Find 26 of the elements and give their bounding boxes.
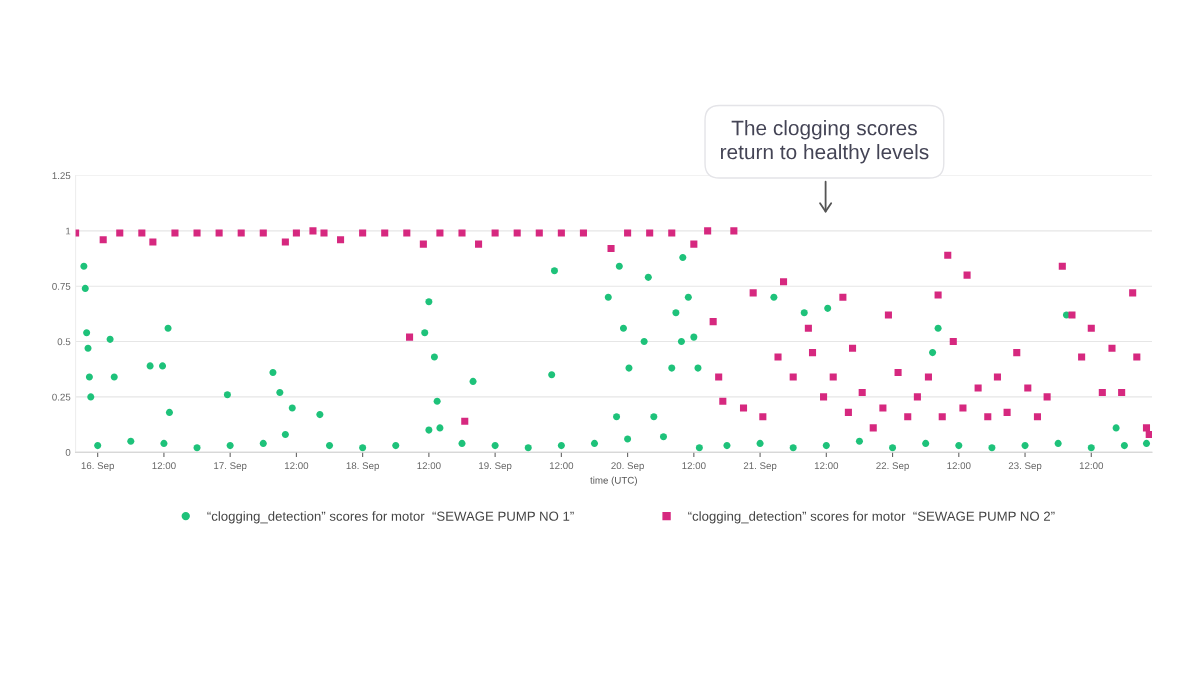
x-tick-label: 12:00 — [152, 462, 176, 470]
x-tick-label: 12:00 — [417, 462, 441, 470]
y-tick-label: 0.5 — [57, 338, 71, 346]
x-tick-label: 12:00 — [1079, 462, 1104, 470]
y-tick-label: 1.25 — [52, 172, 71, 180]
y-tick-label: 1 — [66, 227, 71, 235]
x-tick-label: 12:00 — [814, 462, 839, 470]
x-tick-label: 18. Sep — [346, 462, 379, 472]
x-axis-title: time (UTC) — [590, 476, 637, 486]
x-tick-label: 17. Sep — [214, 462, 247, 472]
x-tick-label: 19. Sep — [479, 462, 512, 472]
x-tick-label: 12:00 — [549, 462, 574, 470]
x-tick-label: 20. Sep — [611, 462, 644, 472]
y-tick-label: 0 — [65, 448, 71, 456]
x-tick-label: 16. Sep — [81, 462, 115, 472]
text: The clogging scores return to healthy levels — [720, 120, 929, 164]
x-tick-label: 23. Sep — [1008, 462, 1042, 472]
y-tick-label: 0.25 — [52, 393, 71, 401]
y-tick-label: 0.75 — [52, 282, 71, 290]
x-tick-label: 12:00 — [947, 462, 971, 470]
x-tick-label: 12:00 — [682, 462, 706, 470]
x-tick-label: 21. Sep — [743, 462, 777, 472]
x-tick-label: 22. Sep — [876, 462, 909, 472]
legend-label: “clogging_detection” scores for motor “SEWAGE PUMP NO 2” — [688, 511, 1055, 524]
x-tick-label: 12:00 — [284, 462, 309, 470]
legend-label: “clogging_detection” scores for motor “SEWAGE PUMP NO 1” — [207, 511, 574, 524]
